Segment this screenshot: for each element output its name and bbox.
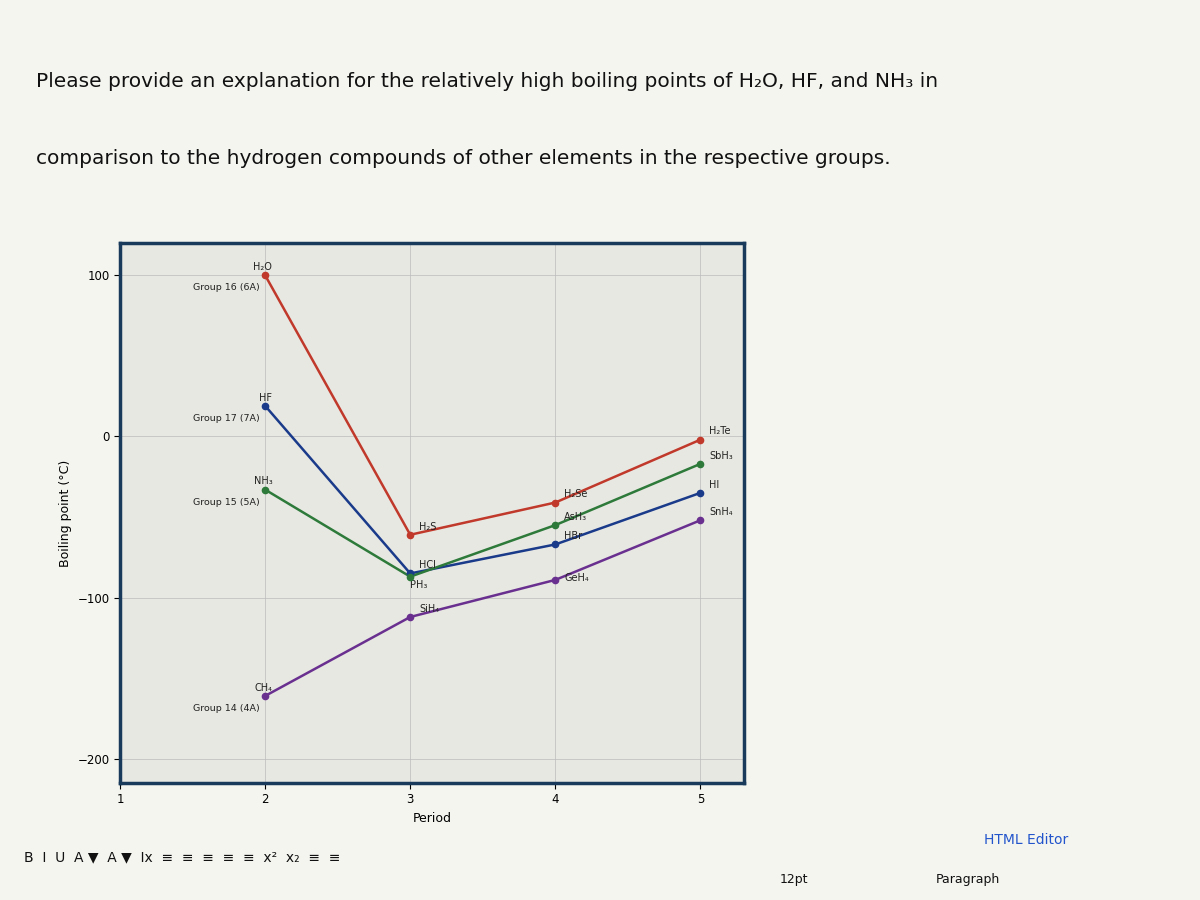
Text: comparison to the hydrogen compounds of other elements in the respective groups.: comparison to the hydrogen compounds of … bbox=[36, 149, 890, 168]
Text: H₂O: H₂O bbox=[253, 262, 272, 272]
Text: GeH₄: GeH₄ bbox=[564, 573, 589, 583]
Y-axis label: Boiling point (°C): Boiling point (°C) bbox=[59, 459, 72, 567]
Text: 12pt: 12pt bbox=[780, 874, 809, 886]
Text: Please provide an explanation for the relatively high boiling points of H₂O, HF,: Please provide an explanation for the re… bbox=[36, 72, 938, 91]
Text: CH₄: CH₄ bbox=[254, 683, 272, 693]
Text: Paragraph: Paragraph bbox=[936, 874, 1001, 886]
Text: H₂S: H₂S bbox=[419, 521, 437, 532]
Text: Group 16 (6A): Group 16 (6A) bbox=[192, 284, 259, 292]
Text: Group 17 (7A): Group 17 (7A) bbox=[192, 414, 259, 423]
Text: B  I  U  A ▼  A ▼  Ix  ≡  ≡  ≡  ≡  ≡  x²  x₂  ≡  ≡: B I U A ▼ A ▼ Ix ≡ ≡ ≡ ≡ ≡ x² x₂ ≡ ≡ bbox=[24, 850, 341, 865]
Text: PH₃: PH₃ bbox=[410, 580, 427, 590]
X-axis label: Period: Period bbox=[413, 812, 451, 825]
Text: SiH₄: SiH₄ bbox=[419, 604, 439, 614]
Text: NH₃: NH₃ bbox=[253, 476, 272, 486]
Text: H₂Se: H₂Se bbox=[564, 490, 588, 500]
Text: AsH₃: AsH₃ bbox=[564, 512, 587, 522]
Text: Group 15 (5A): Group 15 (5A) bbox=[192, 498, 259, 507]
Text: HBr: HBr bbox=[564, 531, 582, 541]
Text: HI: HI bbox=[709, 480, 720, 490]
Text: Group 14 (4A): Group 14 (4A) bbox=[192, 704, 259, 713]
Text: HCl: HCl bbox=[419, 560, 436, 571]
Text: H₂Te: H₂Te bbox=[709, 427, 731, 436]
Text: HF: HF bbox=[259, 392, 272, 402]
Text: HTML Editor: HTML Editor bbox=[984, 832, 1068, 847]
Text: SnH₄: SnH₄ bbox=[709, 507, 733, 517]
Text: SbH₃: SbH₃ bbox=[709, 451, 733, 461]
